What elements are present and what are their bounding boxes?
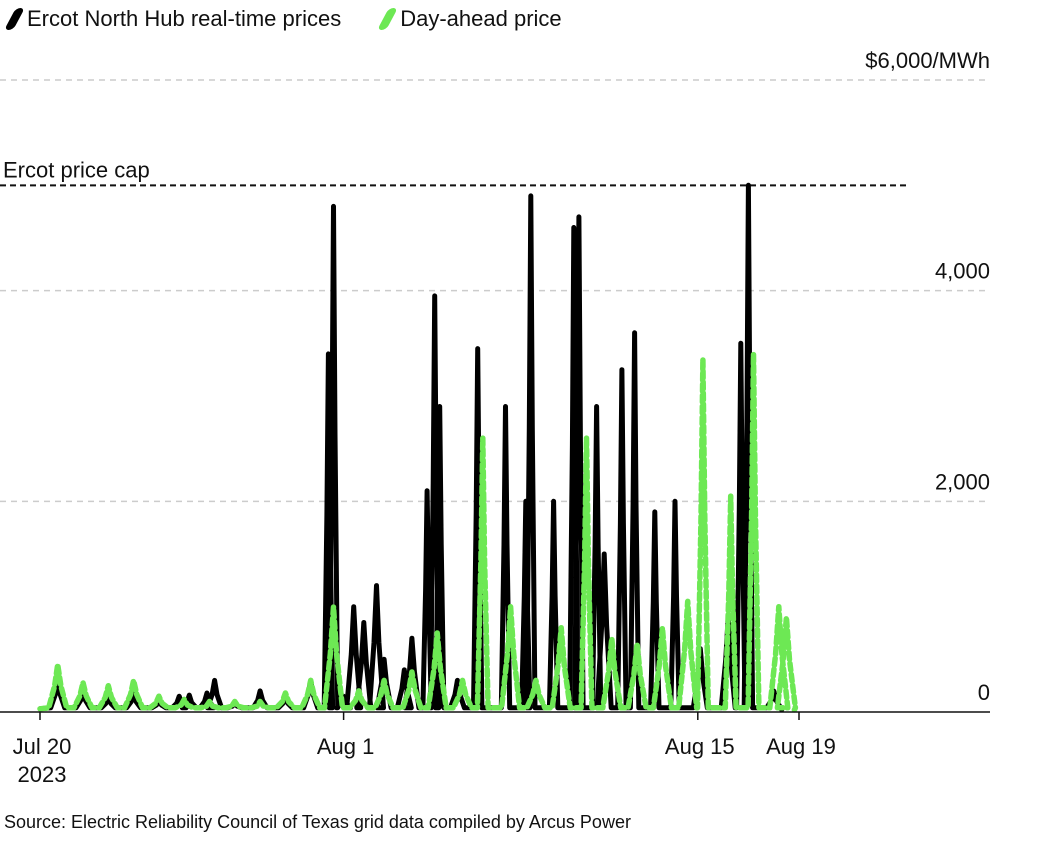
- dayahead-price-line: [37, 351, 799, 713]
- x-tick-sublabel: 2023: [18, 762, 67, 787]
- x-axis: Jul 20 2023 Aug 1 Aug 15 Aug 19: [0, 711, 990, 787]
- y-tick-label: 4,000: [935, 259, 990, 284]
- price-cap-annotation: Ercot price cap: [0, 157, 908, 187]
- realtime-price-line: [37, 182, 785, 713]
- legend-realtime-label: Ercot North Hub real-time prices: [27, 6, 342, 31]
- legend: Ercot North Hub real-time prices Day-ahe…: [4, 6, 562, 32]
- y-tick-label: $6,000/MWh: [865, 48, 990, 73]
- price-cap-label: Ercot price cap: [3, 157, 150, 182]
- dayahead-series: [37, 351, 799, 713]
- legend-item-realtime: Ercot North Hub real-time prices: [4, 6, 341, 32]
- x-tick-label: Aug 19: [766, 734, 836, 759]
- realtime-series: [37, 182, 785, 713]
- y-axis-labels: 0 2,000 4,000 $6,000/MWh: [865, 48, 990, 705]
- source-note: Source: Electric Reliability Council of …: [4, 812, 631, 832]
- legend-item-dayahead: Day-ahead price: [377, 6, 562, 32]
- gridlines: [0, 79, 990, 503]
- x-tick-label: Aug 1: [317, 734, 375, 759]
- x-tick-label: Aug 15: [665, 734, 735, 759]
- y-tick-label: 0: [978, 680, 990, 705]
- x-tick-label: Jul 20: [13, 734, 72, 759]
- legend-dayahead-label: Day-ahead price: [400, 6, 562, 31]
- y-tick-label: 2,000: [935, 469, 990, 494]
